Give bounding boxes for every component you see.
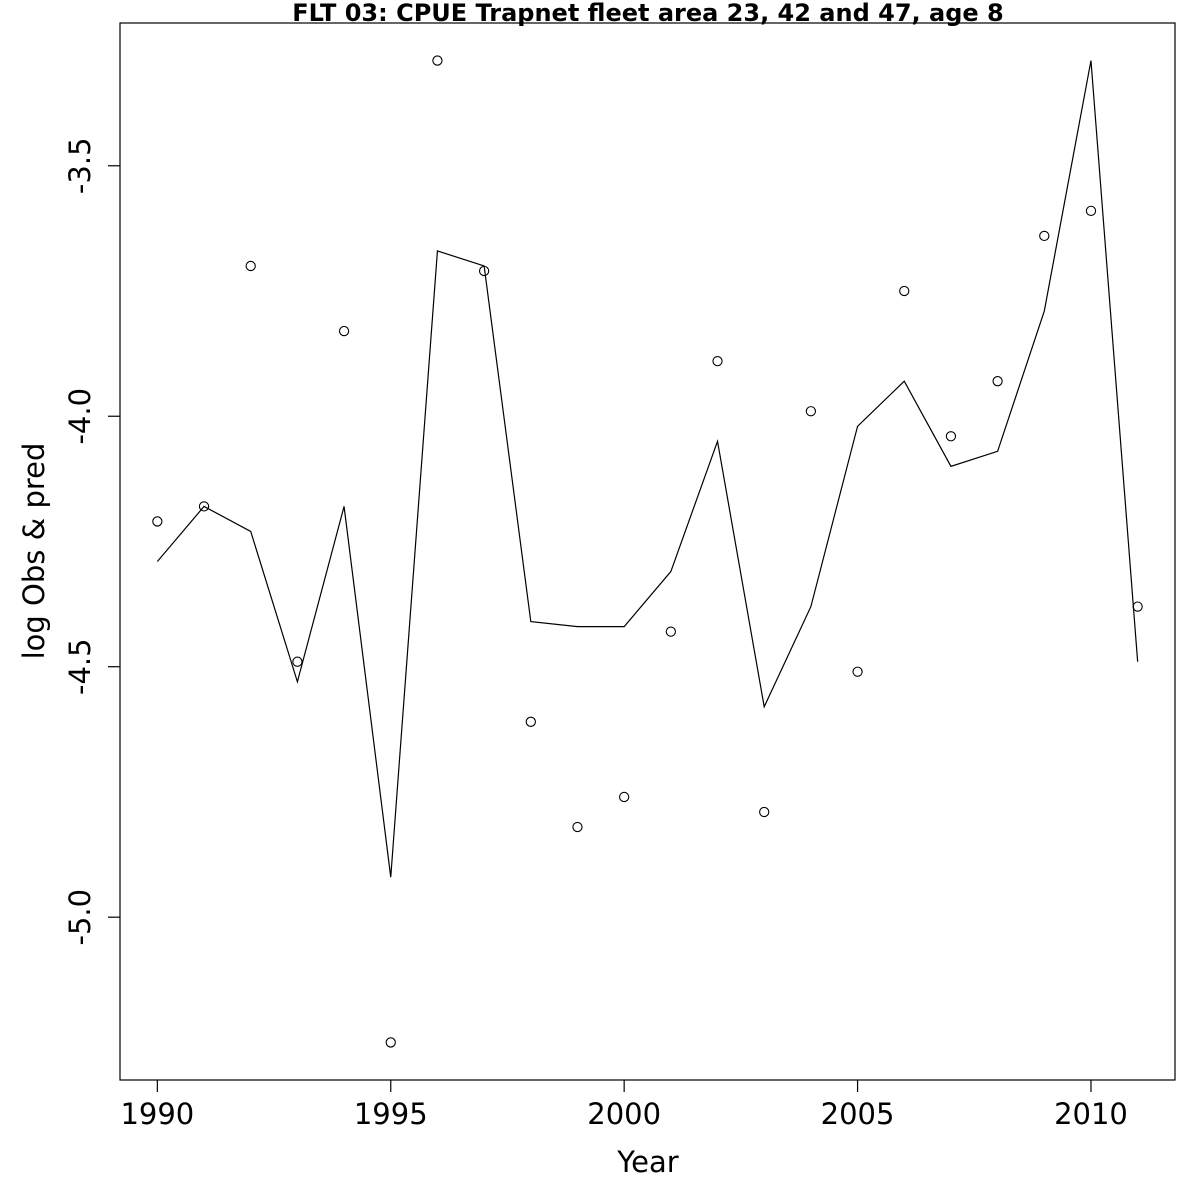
y-tick-label: -4.5: [63, 638, 97, 695]
observed-point: [899, 285, 910, 297]
x-tick-label: 2010: [1054, 1097, 1128, 1131]
series-layer: [152, 55, 1143, 1048]
x-tick-label: 1995: [354, 1097, 428, 1131]
x-axis: 1990 1995 2000 2005 2010: [120, 1080, 1128, 1131]
observed-point: [619, 791, 630, 803]
observed-point: [665, 626, 676, 637]
x-tick-label: 1990: [120, 1097, 194, 1131]
observed-point: [1085, 205, 1097, 217]
observed-point: [338, 325, 350, 337]
observed-point: [805, 406, 817, 417]
observed-point: [852, 666, 863, 677]
observed-point: [572, 821, 583, 833]
observed-point: [759, 806, 770, 818]
y-tick-label: -3.5: [63, 137, 97, 194]
observed-point: [1132, 601, 1143, 612]
predicted-series-line: [156, 60, 1139, 878]
observed-point: [712, 355, 723, 367]
observed-point: [525, 716, 536, 727]
y-tick-label: -5.0: [63, 889, 97, 946]
observed-point: [945, 431, 957, 442]
observed-point: [432, 55, 443, 66]
y-tick-label: -4.0: [63, 388, 97, 445]
x-axis-label: Year: [616, 1145, 678, 1179]
observed-point: [292, 656, 303, 667]
y-axis: -5.0 -4.5 -4.0 -3.5: [63, 137, 120, 945]
observed-point: [992, 376, 1003, 387]
plot-area-border: [119, 22, 1176, 1081]
observed-point: [245, 260, 256, 272]
observed-point: [1039, 230, 1050, 242]
observed-point: [152, 516, 163, 527]
observed-point: [198, 501, 210, 512]
observed-point: [478, 265, 490, 277]
observed-point: [385, 1037, 396, 1048]
x-tick-label: 2000: [587, 1097, 661, 1131]
y-axis-label: log Obs & pred: [17, 443, 51, 660]
x-tick-label: 2005: [821, 1097, 895, 1131]
